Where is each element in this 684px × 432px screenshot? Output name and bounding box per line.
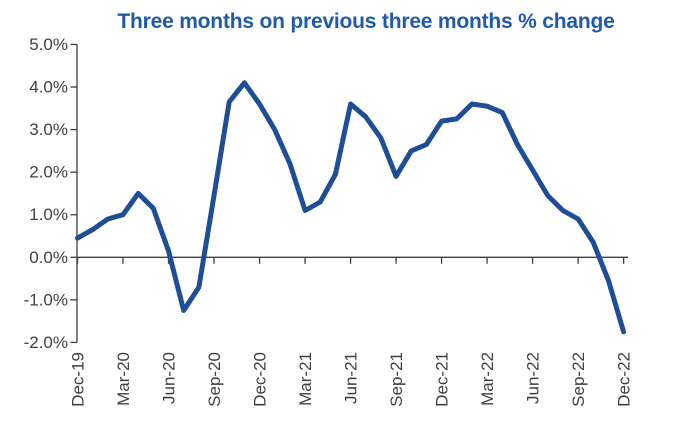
axes-layer: 5.0% 4.0% 3.0% 2.0% 1.0% 0.0% -1.0% -2.0%Dec-19… <box>24 35 634 407</box>
x-tick-label: Mar-21 <box>296 352 315 406</box>
y-tick-label: 2.0% <box>29 163 68 182</box>
x-tick-label: Dec-19 <box>69 352 88 407</box>
x-tick-label: Jun-20 <box>160 352 179 404</box>
data-line <box>75 80 627 335</box>
chart-title: Three months on previous three months % … <box>117 10 615 33</box>
x-tick-label: Jun-21 <box>342 352 361 404</box>
y-tick-label: 1.0% <box>29 205 68 224</box>
data-series-layer <box>75 80 627 335</box>
x-tick-label: Jun-22 <box>524 352 543 404</box>
y-tick-label: 4.0% <box>29 78 68 97</box>
y-tick-label: -1.0% <box>24 290 68 309</box>
x-tick-label: Sep-22 <box>569 352 588 407</box>
x-tick-label: Dec-21 <box>433 352 452 407</box>
y-tick-label: 5.0% <box>29 35 68 54</box>
x-tick-label: Sep-20 <box>205 352 224 407</box>
x-tick-label: Sep-21 <box>387 352 406 407</box>
y-tick-label: 3.0% <box>29 120 68 139</box>
x-tick-label: Mar-20 <box>114 352 133 406</box>
y-tick-label: -2.0% <box>24 333 68 352</box>
y-tick-label: 0.0% <box>29 248 68 267</box>
x-tick-label: Dec-20 <box>251 352 270 407</box>
x-tick-label: Mar-22 <box>478 352 497 406</box>
x-tick-label: Dec-22 <box>615 352 634 407</box>
